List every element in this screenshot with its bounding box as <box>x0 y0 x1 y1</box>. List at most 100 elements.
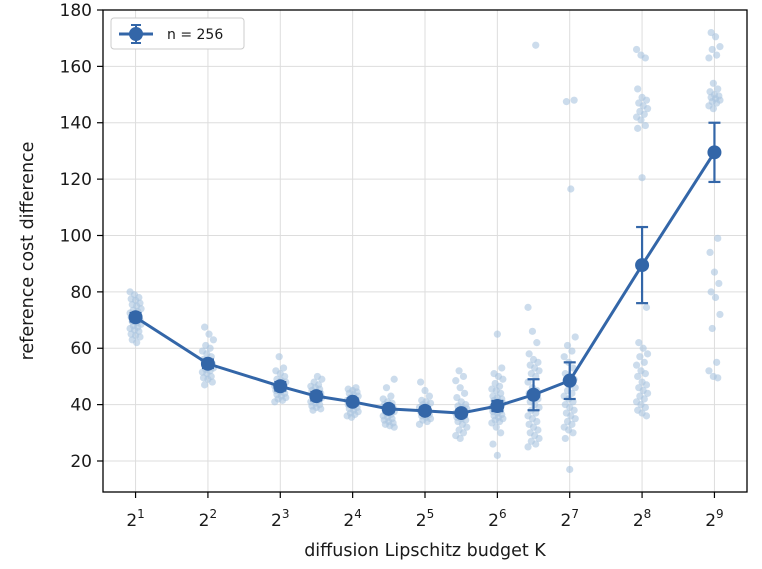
scatter-point <box>642 381 651 389</box>
scatter-point <box>456 384 464 392</box>
scatter-point <box>709 79 717 87</box>
series-marker <box>490 399 505 414</box>
y-tick-label-3: 60 <box>70 339 92 359</box>
scatter-point <box>489 440 497 448</box>
scatter-point <box>710 268 719 276</box>
x-tick-label-7: 27 <box>560 507 578 531</box>
y-tick-label-4: 80 <box>70 283 92 303</box>
scatter-point <box>639 344 647 352</box>
axes <box>97 9 748 498</box>
series-marker <box>273 379 288 394</box>
x-tick-label-8: 28 <box>633 507 651 531</box>
scatter-point <box>570 406 578 414</box>
scatter-point <box>455 367 463 375</box>
scatter-point <box>309 406 317 414</box>
scatter-point <box>495 417 504 426</box>
series-marker <box>562 373 577 388</box>
scatter-point <box>714 234 722 242</box>
scatter-point <box>635 339 643 347</box>
series-line <box>128 121 722 421</box>
series-marker <box>200 356 215 371</box>
x-tick-label-5: 25 <box>416 507 434 531</box>
scatter-point <box>452 377 460 385</box>
scatter-point <box>634 124 642 132</box>
scatter-point <box>563 341 572 350</box>
legend-marker <box>119 24 153 44</box>
scatter-point <box>634 85 642 93</box>
scatter-point <box>713 99 721 107</box>
scatter-point <box>390 375 398 383</box>
y-tick-label-6: 120 <box>60 170 92 190</box>
scatter-point <box>643 350 652 358</box>
scatter-point <box>208 378 216 386</box>
scatter-point <box>498 364 506 372</box>
scatter-point <box>524 443 532 451</box>
scatter-point <box>456 434 464 443</box>
scatter-point <box>643 105 652 113</box>
legend: n = 256 <box>110 17 245 50</box>
series-marker <box>128 310 143 325</box>
scatter-point <box>275 353 283 361</box>
x-tick-label-1: 21 <box>126 507 144 531</box>
series-marker <box>526 387 541 402</box>
scatter-point <box>528 327 537 335</box>
scatter-point <box>497 429 505 437</box>
scatter-point <box>463 423 471 431</box>
scatter-point <box>533 339 541 347</box>
series-marker <box>635 258 650 273</box>
scatter-point <box>532 440 540 448</box>
scatter-point <box>317 405 325 413</box>
scatter-point <box>636 353 644 361</box>
scatter-point <box>715 279 723 288</box>
scatter-point <box>638 174 646 182</box>
scatter-point <box>390 423 398 431</box>
scatter-point <box>632 45 641 54</box>
scatter-point <box>641 403 649 412</box>
x-tick-label-9: 29 <box>705 507 723 531</box>
scatter-point <box>642 96 651 104</box>
scatter-point <box>423 417 431 426</box>
scatter-point <box>415 420 424 428</box>
scatter-point <box>493 330 501 338</box>
x-tick-label-4: 24 <box>343 507 361 531</box>
scatter-point <box>708 45 716 54</box>
scatter-point <box>532 41 540 49</box>
scatter-point <box>643 389 652 397</box>
scatter-point <box>136 333 144 341</box>
scatter-point <box>570 96 578 104</box>
scatter-point <box>632 361 641 369</box>
scatter-point <box>641 54 649 62</box>
tick-labels: 21 22 23 24 25 26 27 28 29 20 40 60 80 100 120 140 160 18… <box>60 1 724 531</box>
x-tick-label-2: 22 <box>199 507 217 531</box>
y-tick-label-9: 180 <box>60 1 92 21</box>
scatter-point <box>387 392 395 400</box>
scatter-point <box>278 396 287 404</box>
scatter-point <box>560 353 568 361</box>
scatter-point <box>209 336 218 344</box>
scatter-point <box>634 372 642 381</box>
scatter-point <box>205 330 213 338</box>
y-tick-label-7: 140 <box>60 114 92 134</box>
scatter-point <box>711 33 720 41</box>
scatter-point <box>716 43 724 51</box>
scatter-point <box>568 347 576 355</box>
scatter-point <box>706 248 714 257</box>
scatter-point <box>459 429 468 437</box>
scatter-point <box>318 375 326 383</box>
scatter-point <box>492 423 500 431</box>
scatter-point <box>713 358 721 366</box>
scatter-point <box>493 451 501 459</box>
scatter-point <box>708 324 716 333</box>
scatter-point <box>705 54 713 62</box>
scatter-point <box>641 370 649 378</box>
legend-label: n = 256 <box>167 27 223 43</box>
y-tick-label-5: 100 <box>60 226 92 246</box>
series-marker <box>345 394 360 409</box>
series-marker <box>418 403 432 418</box>
scatter-point <box>201 323 209 331</box>
scatter-point <box>568 420 576 428</box>
legend-box <box>110 17 245 50</box>
scatter-point <box>460 389 469 397</box>
